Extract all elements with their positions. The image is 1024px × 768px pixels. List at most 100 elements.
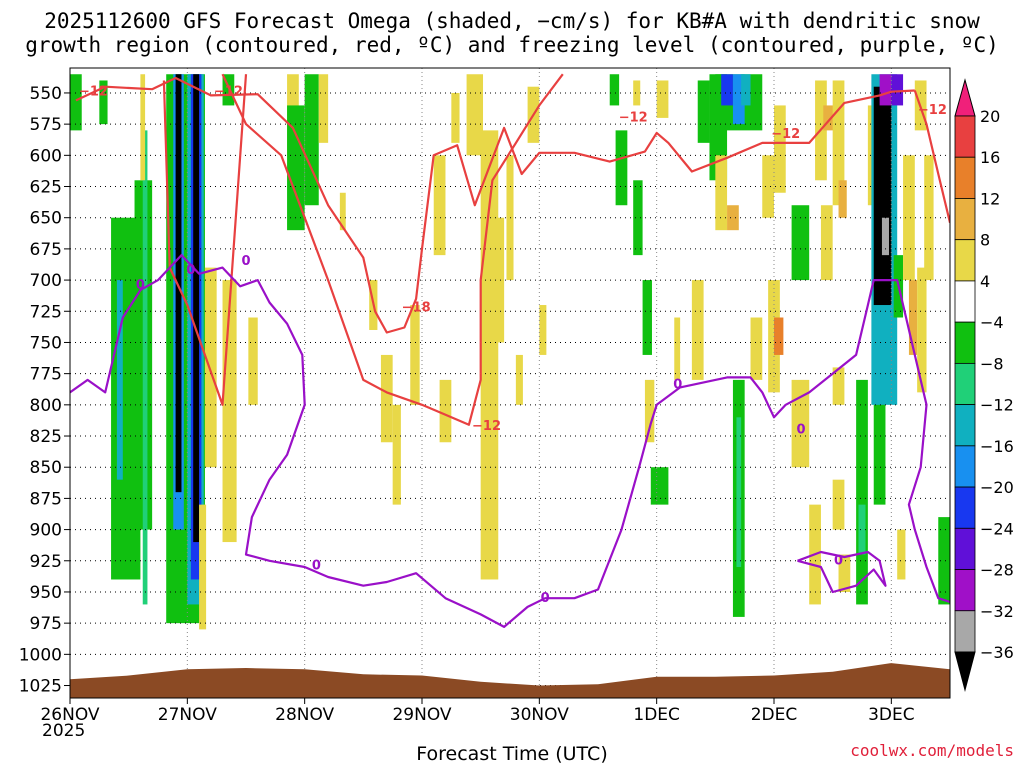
y-tick-label: 900 — [30, 521, 62, 541]
omega-band — [879, 74, 892, 106]
freezing-contour-label: 0 — [241, 254, 250, 269]
omega-band — [451, 92, 460, 143]
colorbar-label: 8 — [980, 231, 990, 250]
colorbar-label: −12 — [980, 396, 1014, 415]
x-tick-label: 28NOV — [275, 705, 334, 725]
y-tick-label: 625 — [30, 178, 62, 198]
freezing-contour-label: 0 — [673, 378, 682, 393]
omega-band — [304, 74, 319, 206]
omega-band — [339, 192, 346, 231]
colorbar-segment — [954, 651, 976, 692]
y-tick-label: 725 — [30, 302, 62, 322]
colorbar-segment — [954, 610, 976, 653]
omega-band — [175, 74, 182, 493]
x-axis-title: Forecast Time (UTC) — [416, 743, 608, 765]
colorbar-label: −32 — [980, 602, 1014, 621]
omega-band — [633, 180, 643, 256]
colorbar-segment — [954, 569, 976, 612]
freezing-contour-label: 0 — [541, 591, 550, 606]
omega-band — [938, 517, 950, 605]
freezing-contour-label: 0 — [186, 263, 195, 278]
dgz-contour-red — [75, 76, 915, 334]
x-tick-label: 29NOV — [392, 705, 451, 725]
plot-frame — [69, 67, 951, 699]
y-tick-label: 775 — [30, 365, 62, 385]
freezing-contour-purple — [70, 254, 950, 628]
colorbar-segment — [954, 198, 976, 241]
omega-band — [70, 74, 82, 131]
y-tick-label: 1025 — [19, 677, 62, 697]
omega-band — [762, 155, 774, 218]
omega-band — [903, 155, 915, 281]
omega-band — [881, 217, 889, 256]
dgz-contour-label: −12 — [79, 84, 108, 99]
omega-band — [410, 305, 420, 405]
dgz-contour-red — [913, 90, 950, 223]
omega-band — [466, 74, 484, 156]
colorbar-label: 20 — [980, 107, 1000, 126]
colorbar-segment — [954, 239, 976, 282]
y-tick-label: 700 — [30, 271, 62, 291]
year-label: 2025 — [42, 721, 86, 741]
y-tick-label: 600 — [30, 146, 62, 166]
y-tick-label: 550 — [30, 84, 62, 104]
colorbar-segment — [954, 321, 976, 364]
y-tick-label: 575 — [30, 115, 62, 135]
omega-band — [732, 74, 745, 125]
colorbar-label: −20 — [980, 478, 1014, 497]
y-tick-label: 850 — [30, 458, 62, 478]
omega-band — [727, 205, 739, 231]
freezing-contour-purple — [797, 550, 887, 594]
x-tick-label: 30NOV — [510, 705, 569, 725]
omega-band — [222, 74, 235, 106]
colorbar-label: −28 — [980, 561, 1014, 580]
x-tick-label: 2DEC — [751, 705, 798, 725]
omega-band — [140, 74, 146, 181]
omega-band — [791, 379, 810, 468]
omega-band — [924, 155, 934, 281]
omega-band — [318, 74, 329, 143]
colorbar-segment — [954, 280, 976, 323]
terrain-ground — [70, 663, 950, 698]
y-tick-label: 675 — [30, 240, 62, 260]
omega-band — [674, 317, 681, 380]
watermark[interactable]: coolwx.com/models — [850, 741, 1014, 760]
colorbar-label: −24 — [980, 519, 1014, 538]
freezing-contour-label: 0 — [312, 559, 321, 574]
omega-band — [750, 317, 763, 380]
omega-band — [539, 305, 547, 355]
freezing-contour-label: 0 — [834, 554, 843, 569]
y-tick-label: 800 — [30, 396, 62, 416]
dgz-contour-label: −12 — [918, 103, 947, 118]
omega-band — [392, 404, 401, 505]
chart-title-line1: 2025112600 GFS Forecast Omega (shaded, −… — [44, 9, 980, 33]
omega-band — [697, 80, 710, 143]
omega-band — [832, 367, 845, 405]
colorbar-segment — [954, 156, 976, 199]
omega-band — [142, 130, 148, 605]
colorbar-label: −36 — [980, 643, 1014, 662]
dgz-contour-label: −12 — [771, 127, 800, 142]
omega-band — [908, 280, 918, 355]
omega-band — [838, 180, 847, 218]
colorbar-label: 12 — [980, 189, 1000, 208]
omega-band — [99, 80, 108, 125]
omega-band — [741, 74, 751, 106]
omega-band — [832, 479, 845, 530]
y-tick-label: 975 — [30, 614, 62, 634]
x-tick-label: 1DEC — [633, 705, 680, 725]
omega-band — [820, 205, 833, 281]
omega-band — [856, 379, 868, 605]
omega-band — [873, 86, 892, 306]
omega-band — [791, 205, 810, 281]
y-tick-label: 925 — [30, 552, 62, 572]
omega-band — [858, 504, 866, 555]
colorbar-segment — [954, 115, 976, 158]
omega-band — [615, 130, 628, 206]
colorbar-segment — [954, 445, 976, 488]
omega-band — [774, 317, 784, 355]
dgz-contour-label: −18 — [402, 300, 431, 315]
colorbar-label: 4 — [980, 272, 990, 291]
omega-band — [433, 155, 446, 256]
dgz-contour-label: −12 — [619, 111, 648, 126]
